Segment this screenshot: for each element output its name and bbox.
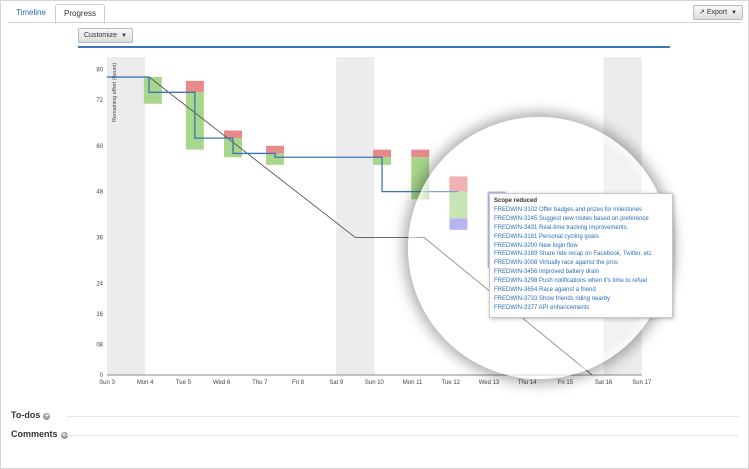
tooltip-item[interactable]: FREDWIN-3654 Race against a friend bbox=[494, 287, 596, 294]
tooltip-item[interactable]: FREDWIN-3377 API enhancements bbox=[494, 304, 590, 311]
y-tick-label: 24 bbox=[96, 281, 103, 287]
weekend-band bbox=[107, 57, 146, 375]
tooltip-item[interactable]: FREDWIN-3008 Virtually race against the … bbox=[494, 260, 618, 267]
tooltip-item[interactable]: FREDWIN-3298 Push notifications when it'… bbox=[494, 278, 648, 285]
y-axis-label: Remaining effort (hours) bbox=[112, 63, 118, 122]
work-done-bar bbox=[449, 191, 468, 219]
export-button[interactable]: ↗ Export ▼ bbox=[693, 5, 743, 20]
y-tick-label: 08 bbox=[96, 342, 103, 348]
tooltip-item[interactable]: FREDWIN-3181 Personal cycling goals bbox=[494, 233, 599, 240]
y-tick-label: 0 bbox=[100, 373, 104, 379]
scope-tooltip: Scope reduced FREDWIN-3102 Offer badges … bbox=[489, 193, 673, 318]
tooltip-item[interactable]: FREDWIN-3200 New login flow bbox=[494, 242, 578, 249]
y-tick-label: 60 bbox=[96, 144, 103, 150]
x-tick-label: Sun 17 bbox=[632, 380, 652, 386]
work-done-bar bbox=[266, 153, 285, 165]
x-tick-label: Sun 10 bbox=[365, 380, 385, 386]
x-tick-label: Tue 12 bbox=[442, 380, 461, 386]
work-done-bar bbox=[143, 77, 162, 104]
todos-divider bbox=[66, 416, 739, 417]
x-tick-label: Wed 6 bbox=[213, 380, 231, 386]
tab-divider bbox=[8, 22, 741, 23]
remaining-series bbox=[107, 76, 459, 193]
scope-added-bar bbox=[266, 145, 285, 154]
chart-container bbox=[78, 46, 670, 393]
scope-added-bar bbox=[185, 80, 204, 93]
x-tick-label: Sat 16 bbox=[595, 380, 613, 386]
work-done-bar bbox=[411, 157, 430, 200]
x-tick-label: Mon 11 bbox=[403, 380, 423, 386]
todos-section[interactable]: To-dos + bbox=[11, 410, 51, 420]
y-tick-label: 36 bbox=[96, 235, 103, 241]
tooltip-title: Scope reduced bbox=[494, 198, 538, 204]
chevron-down-icon: ▼ bbox=[121, 33, 127, 39]
y-tick-label: 48 bbox=[96, 190, 103, 196]
y-tick-labels: 0 08 16 24 36 48 60 72 80 bbox=[96, 67, 103, 379]
tooltip-item[interactable]: FREDWIN-3456 Improved battery drain bbox=[494, 269, 600, 276]
customize-label: Customize bbox=[84, 32, 118, 39]
scope-added-bar bbox=[373, 149, 392, 158]
comments-title: Comments bbox=[11, 429, 58, 439]
weekend-band bbox=[336, 57, 375, 375]
comments-divider bbox=[66, 435, 739, 436]
comments-section[interactable]: Comments + bbox=[11, 429, 68, 439]
tooltip-item[interactable]: FREDWIN-3189 Share ride recap on Faceboo… bbox=[494, 251, 652, 258]
chevron-down-icon: ▼ bbox=[731, 10, 737, 16]
x-tick-label: Tue 5 bbox=[176, 380, 192, 386]
x-tick-label: Sun 3 bbox=[99, 380, 115, 386]
tooltip-item[interactable]: FREDWIN-3245 Suggest new routes based on… bbox=[494, 215, 649, 222]
tab-progress[interactable]: Progress bbox=[55, 4, 106, 24]
scope-added-bar bbox=[449, 176, 468, 192]
x-tick-label: Sat 9 bbox=[329, 380, 344, 386]
todos-title: To-dos bbox=[11, 410, 41, 420]
tab-timeline[interactable]: Timeline bbox=[16, 8, 46, 17]
scope-added-bar bbox=[411, 149, 430, 158]
x-tick-label: Fri 8 bbox=[292, 380, 305, 386]
customize-button[interactable]: Customize ▼ bbox=[78, 28, 133, 43]
y-tick-label: 72 bbox=[96, 98, 103, 104]
x-tick-label: Mon 4 bbox=[137, 380, 154, 386]
x-tick-label: Thu 7 bbox=[252, 380, 268, 386]
export-label: Export bbox=[706, 9, 728, 16]
export-icon: ↗ bbox=[699, 9, 705, 16]
y-tick-label: 16 bbox=[96, 312, 103, 318]
scope-reduced-bar bbox=[449, 218, 468, 230]
x-tick-label: Thu 14 bbox=[518, 380, 537, 386]
x-tick-label: Fri 15 bbox=[558, 380, 574, 386]
x-tick-label: Wed 13 bbox=[479, 380, 500, 386]
add-todo-icon[interactable]: + bbox=[43, 413, 51, 420]
y-tick-label: 80 bbox=[96, 67, 103, 73]
tooltip-item[interactable]: FREDWIN-3102 Offer badges and prizes for… bbox=[494, 206, 642, 213]
change-bars bbox=[143, 77, 506, 269]
scope-added-bar bbox=[224, 130, 243, 139]
tooltip-item[interactable]: FREDWIN-3733 Show friends riding nearby bbox=[494, 295, 611, 302]
add-comment-icon[interactable]: + bbox=[60, 432, 68, 439]
tooltip-item[interactable]: FREDWIN-3431 Real-time tracking improvem… bbox=[494, 224, 627, 231]
tooltip-list: FREDWIN-3102 Offer badges and prizes for… bbox=[494, 206, 668, 313]
x-tick-labels: Sun 3 Mon 4 Tue 5 Wed 6 Thu 7 Fri 8 Sat 9 Sun 1… bbox=[99, 380, 652, 386]
